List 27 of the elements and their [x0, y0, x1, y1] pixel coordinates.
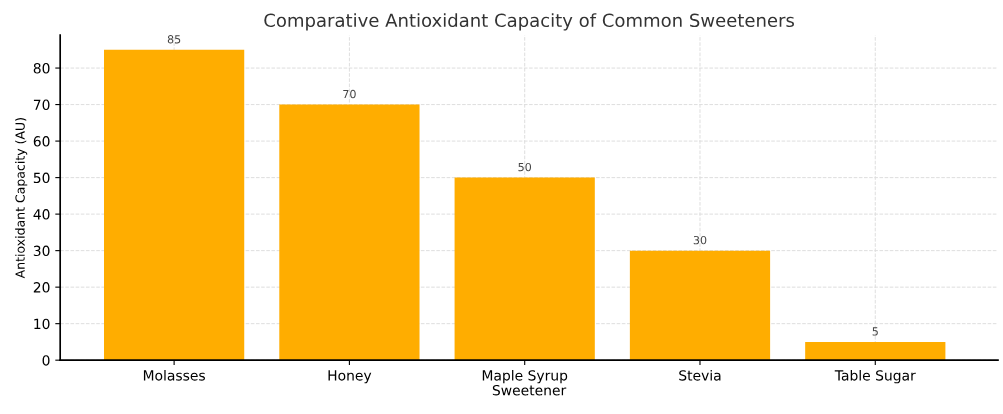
y-tick-label: 10: [34, 318, 50, 330]
y-tick-label: 20: [33, 282, 50, 293]
y-tick-label: 30: [33, 245, 50, 257]
data-label: 30: [693, 235, 707, 245]
data-label: 50: [518, 162, 532, 172]
bar: [454, 177, 595, 361]
x-tick-label: Table Sugar: [834, 369, 916, 384]
y-tick-label: 70: [33, 99, 50, 111]
y-tick-label: 80: [33, 63, 50, 74]
x-tick-label: Stevia: [679, 369, 721, 381]
y-axis-title: Antioxidant Capacity (AU): [15, 118, 28, 279]
y-tick-label: 40: [33, 209, 50, 220]
x-tick-label: Maple Syrup: [482, 369, 568, 384]
bar: [104, 49, 245, 361]
y-tick-label: 60: [33, 136, 50, 147]
y-tick-label: 0: [42, 355, 50, 366]
x-tick-label: Molasses: [143, 369, 205, 381]
data-label: 70: [343, 89, 356, 99]
chart-title: Comparative Antioxidant Capacity of Common Sweeteners: [264, 13, 794, 31]
bar: [279, 104, 420, 361]
bar: [629, 250, 771, 361]
data-label: 85: [167, 35, 181, 44]
y-tick-label: 50: [33, 172, 50, 184]
bar: [805, 341, 946, 361]
x-tick-label: Honey: [328, 370, 372, 384]
data-label: 5: [872, 327, 878, 336]
x-axis-title: Sweetener: [492, 384, 567, 396]
